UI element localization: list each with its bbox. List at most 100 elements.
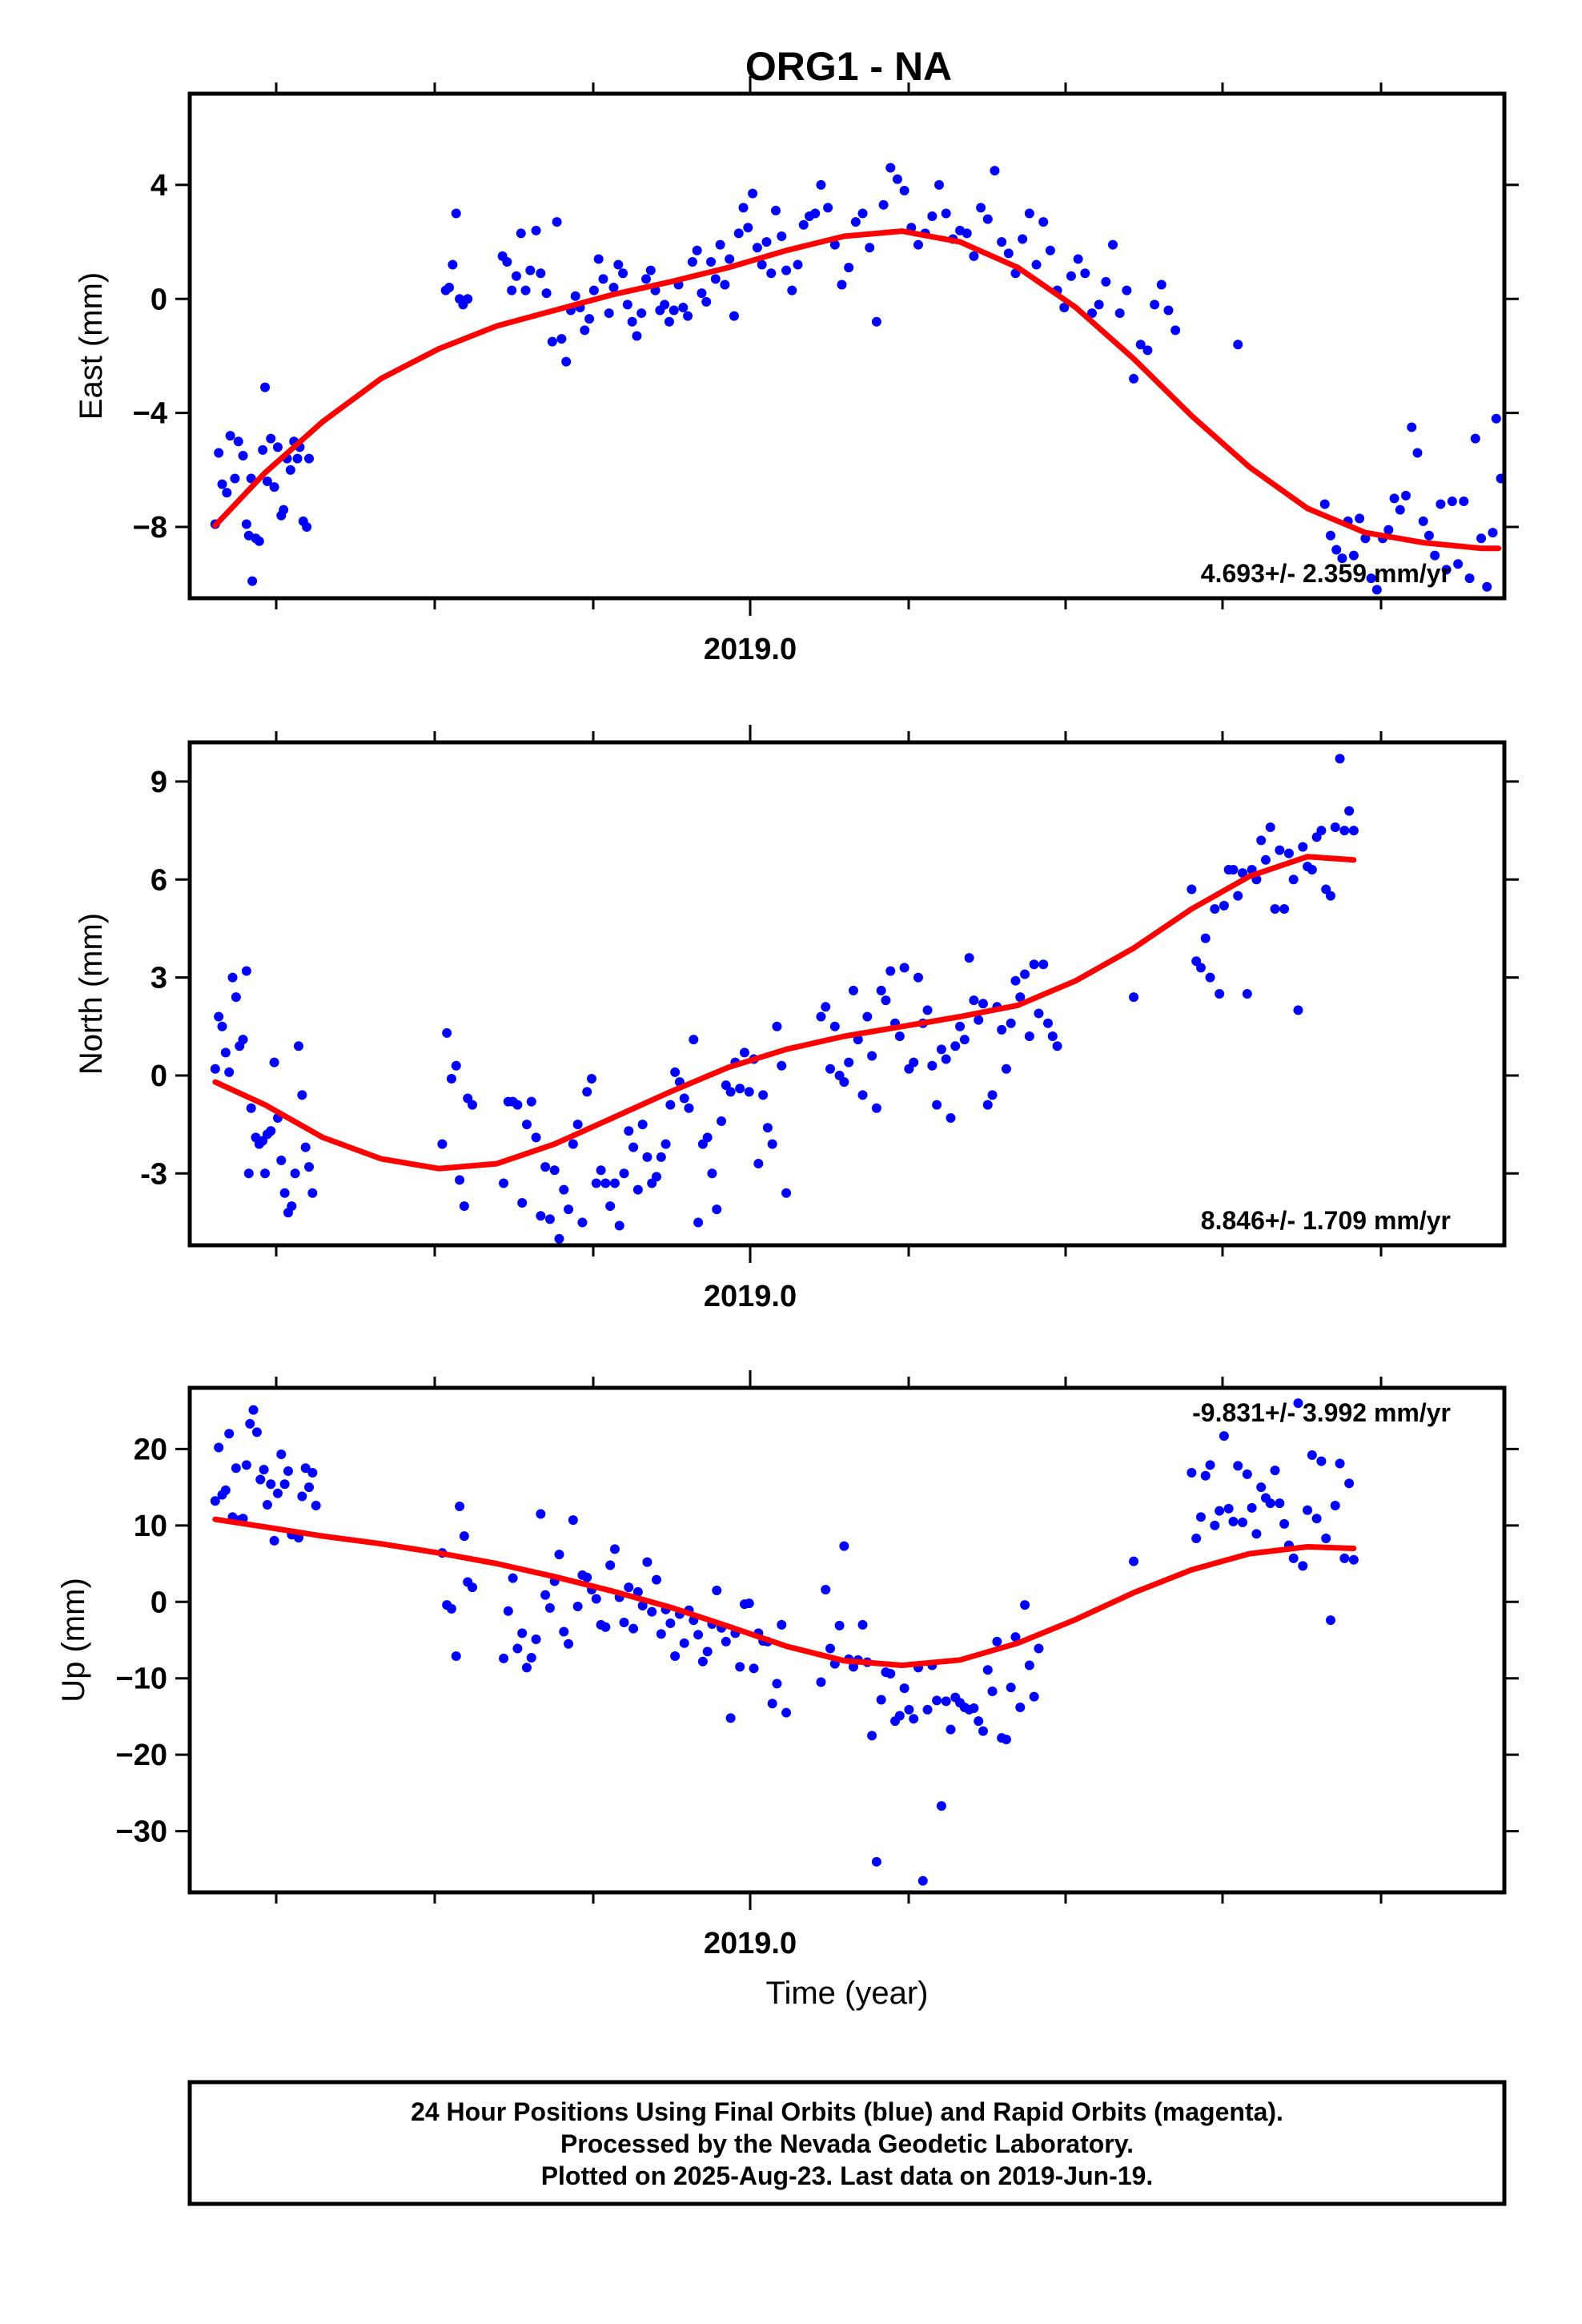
data-point — [990, 166, 1000, 176]
data-point — [707, 1168, 717, 1179]
data-point — [568, 1515, 578, 1526]
data-point — [753, 1159, 764, 1169]
data-point — [1325, 1615, 1335, 1626]
data-point — [1303, 1505, 1313, 1515]
data-point — [976, 203, 986, 213]
data-point — [293, 1041, 303, 1051]
data-point — [934, 179, 945, 190]
data-point — [946, 1724, 956, 1735]
data-point — [1337, 553, 1347, 564]
data-point — [881, 995, 891, 1006]
data-point — [605, 1201, 616, 1212]
data-points — [210, 754, 1359, 1244]
data-point — [266, 1126, 276, 1136]
data-point — [1163, 305, 1174, 316]
data-point — [1223, 1503, 1234, 1514]
data-point — [1015, 992, 1026, 1003]
data-point — [1348, 826, 1359, 836]
data-point — [1195, 963, 1206, 973]
data-point — [876, 985, 886, 995]
data-point — [693, 1217, 704, 1228]
data-point — [241, 966, 251, 976]
data-point — [531, 1634, 541, 1645]
data-point — [692, 245, 702, 255]
data-point — [982, 1665, 993, 1675]
data-point — [224, 1067, 235, 1077]
data-point — [1114, 308, 1125, 319]
data-point — [825, 1643, 836, 1654]
data-point — [1275, 1498, 1285, 1509]
data-point — [1191, 1534, 1202, 1544]
data-point — [1319, 499, 1330, 509]
data-point — [214, 1442, 224, 1453]
data-point — [279, 1479, 290, 1490]
data-point — [876, 1695, 886, 1705]
data-point — [521, 1663, 532, 1673]
data-point — [844, 1057, 854, 1068]
data-point — [582, 1572, 592, 1582]
data-point — [525, 265, 536, 275]
data-points — [210, 163, 1504, 595]
data-point — [661, 1139, 671, 1149]
data-point — [757, 259, 767, 270]
data-point — [292, 453, 303, 464]
data-point — [1020, 969, 1030, 979]
data-point — [564, 1638, 574, 1649]
data-point — [307, 1467, 318, 1478]
data-point — [220, 1047, 231, 1058]
data-point — [962, 228, 972, 239]
data-point — [777, 231, 787, 241]
data-point — [781, 1707, 792, 1718]
data-point — [210, 1496, 220, 1506]
data-point — [777, 1619, 787, 1630]
data-point — [588, 285, 599, 296]
data-point — [687, 257, 697, 267]
data-point — [243, 1168, 254, 1179]
data-point — [987, 1686, 998, 1696]
data-point — [660, 300, 670, 310]
data-point — [582, 1087, 592, 1097]
data-point — [997, 237, 1007, 247]
data-point — [899, 186, 909, 196]
data-point — [1488, 528, 1498, 538]
data-point — [1330, 822, 1340, 833]
data-point — [798, 219, 809, 230]
rate-label: -9.831+/- 3.992 mm/yr — [1192, 1398, 1451, 1427]
data-point — [710, 274, 721, 284]
data-point — [642, 1557, 652, 1567]
data-point — [619, 1168, 629, 1179]
data-point — [1293, 1398, 1303, 1409]
data-point — [214, 448, 224, 458]
data-point — [665, 1100, 676, 1110]
data-point — [614, 1220, 624, 1231]
data-point — [577, 1217, 588, 1228]
data-point — [503, 1606, 513, 1616]
data-point — [559, 1184, 569, 1195]
data-point — [982, 214, 993, 224]
data-point — [459, 1531, 469, 1542]
data-point — [922, 1704, 933, 1715]
data-point — [446, 1603, 456, 1614]
data-point — [829, 239, 840, 250]
data-point — [1316, 1456, 1327, 1466]
data-point — [894, 1711, 905, 1721]
data-point — [1129, 1556, 1139, 1566]
data-point — [936, 1044, 946, 1055]
data-point — [624, 1126, 634, 1136]
data-point — [210, 1063, 220, 1074]
data-point — [241, 1460, 251, 1470]
data-point — [217, 1021, 227, 1031]
data-point — [1407, 422, 1417, 432]
data-point — [656, 1152, 666, 1162]
data-point — [1330, 1501, 1340, 1510]
data-point — [913, 239, 923, 250]
data-point — [772, 1679, 782, 1689]
data-point — [536, 1211, 546, 1221]
data-point — [1339, 826, 1350, 836]
data-point — [693, 1630, 704, 1640]
data-point — [247, 576, 258, 586]
data-point — [1135, 340, 1146, 350]
footer-box: 24 Hour Positions Using Final Orbits (bl… — [187, 2080, 1507, 2206]
data-point — [580, 325, 590, 336]
